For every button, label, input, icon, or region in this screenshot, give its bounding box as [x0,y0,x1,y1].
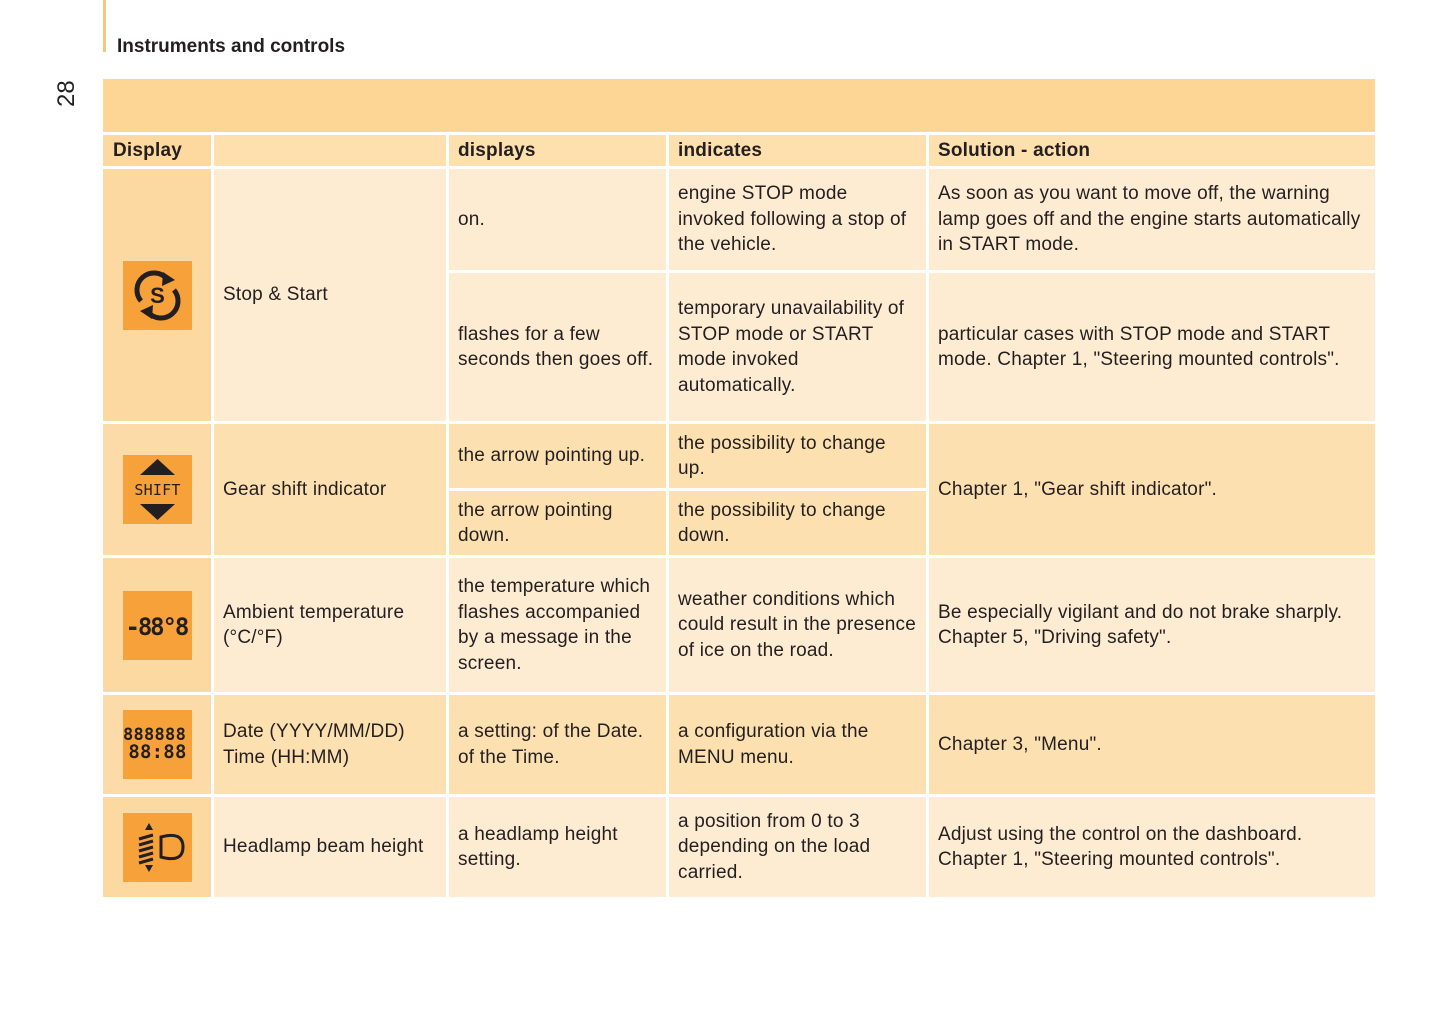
table-row: the arrow pointing down. the possibility… [103,491,1375,555]
displays-cell: the arrow pointing down. [449,491,666,555]
solution-cell: Chapter 1, "Gear shift indicator". [929,424,1375,555]
lamp-name: Headlamp beam height [214,797,446,897]
solution-cell: As soon as you want to move off, the war… [929,169,1375,270]
displays-cell: on. [449,169,666,270]
column-header-displays: displays [449,135,666,166]
indicates-cell: a position from 0 to 3 depending on the … [669,797,926,897]
displays-cell: a headlamp height setting. [449,797,666,897]
gear-shift-icon: SHIFT [122,455,192,524]
svg-text:88:88: 88:88 [128,741,186,763]
table-row: Headlamp beam height a headlamp height s… [103,797,1375,897]
table-banner [103,79,1375,132]
headlamp-beam-height-icon [122,812,192,882]
column-header-name [214,135,446,166]
table-row: 888888 88:88 Date (YYYY/MM/DD) Time (HH:M… [103,695,1375,794]
displays-cell: a setting: of the Date. of the Time. [449,695,666,794]
indicates-cell: temporary unavailability of STOP mode or… [669,273,926,421]
svg-text:S: S [150,283,165,308]
svg-text:SHIFT: SHIFT [134,481,180,499]
column-header-solution: Solution - action [929,135,1375,166]
solution-cell: particular cases with STOP mode and STAR… [929,273,1375,421]
column-header-display: Display [103,135,211,166]
displays-cell: the temperature which flashes accompanie… [449,558,666,692]
lamp-name: Date (YYYY/MM/DD) Time (HH:MM) [214,695,446,794]
solution-cell: Be especially vigilant and do not brake … [929,558,1375,692]
date-time-icon: 888888 88:88 [122,710,192,779]
indicates-cell: a configuration via the MENU menu. [669,695,926,794]
warning-lamps-table: Display displays indicates Solution - ac… [100,76,1378,900]
table-row: S Stop & Start on. engine STOP mode invo… [103,169,1375,421]
solution-cell: Chapter 3, "Menu". [929,695,1375,794]
svg-text:-88°8: -88°8 [125,613,189,641]
indicates-cell: the possibility to change up. [669,424,926,488]
solution-cell: Adjust using the control on the dashboar… [929,797,1375,897]
lamp-name: Stop & Start [214,169,446,421]
table-row: SHIFT Gear shift indicator the arrow poi… [103,424,1375,555]
displays-cell: flashes for a few seconds then goes off. [449,273,666,421]
indicates-cell: engine STOP mode invoked following a sto… [669,169,926,270]
column-header-indicates: indicates [669,135,926,166]
indicates-cell: the possibility to change down. [669,491,926,555]
lamp-name: Ambient temperature (°C/°F) [214,558,446,692]
svg-text:888888: 888888 [123,725,186,745]
lamp-name: Gear shift indicator [214,424,446,555]
table-row: -88°8 Ambient temperature (°C/°F) the te… [103,558,1375,692]
section-title: Instruments and controls [117,36,346,57]
ambient-temperature-icon: -88°8 [122,590,192,660]
indicates-cell: weather conditions which could result in… [669,558,926,692]
table-row: flashes for a few seconds then goes off.… [103,273,1375,421]
margin-rule [103,0,106,52]
page-number: 28 [53,80,80,107]
displays-cell: the arrow pointing up. [449,424,666,488]
table-header: Display displays indicates Solution - ac… [103,135,1375,166]
stop-start-icon: S [122,260,192,330]
